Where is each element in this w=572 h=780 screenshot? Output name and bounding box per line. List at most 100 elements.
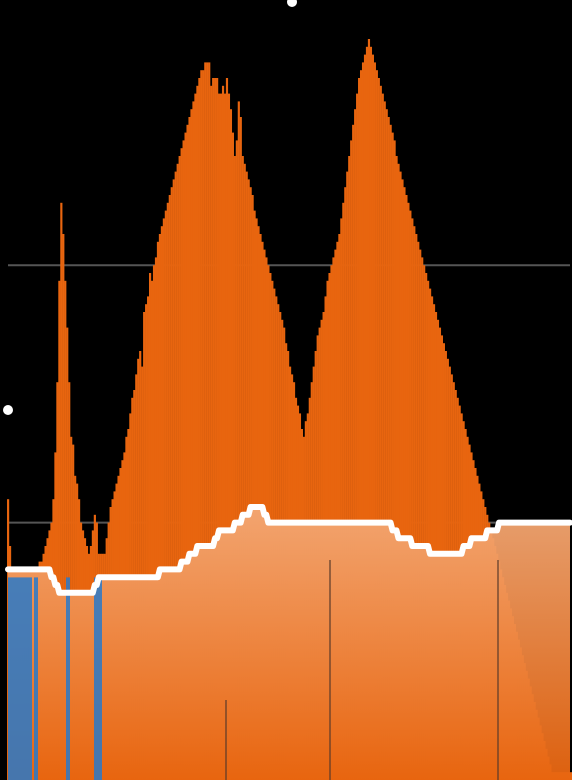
blue-segment xyxy=(66,577,70,780)
bar xyxy=(247,179,250,780)
bar xyxy=(241,156,244,780)
bar xyxy=(417,241,420,780)
bar xyxy=(377,78,380,780)
bar xyxy=(253,210,256,780)
bar xyxy=(141,366,144,780)
bar xyxy=(387,117,390,780)
bar xyxy=(413,226,416,780)
bar xyxy=(137,358,140,780)
bar xyxy=(190,109,193,780)
bar xyxy=(58,280,61,780)
bar xyxy=(176,163,179,780)
bar xyxy=(225,78,229,780)
bar xyxy=(389,124,392,780)
bar xyxy=(427,280,430,780)
bar xyxy=(66,327,69,780)
bar xyxy=(358,78,361,780)
bar xyxy=(363,54,367,780)
bar xyxy=(359,70,363,780)
bar xyxy=(182,140,185,780)
bar xyxy=(352,124,355,780)
bar xyxy=(399,171,402,780)
bar xyxy=(148,273,152,780)
bar xyxy=(354,109,357,780)
bar xyxy=(332,257,335,780)
bar xyxy=(369,46,373,780)
bar xyxy=(336,241,339,780)
bar xyxy=(245,171,248,780)
bar xyxy=(569,772,572,780)
bar xyxy=(356,93,359,780)
blue-segment xyxy=(34,577,38,780)
bar xyxy=(257,226,260,780)
bar xyxy=(383,101,386,780)
bar xyxy=(164,210,167,780)
bar xyxy=(425,273,428,780)
bar xyxy=(255,218,258,780)
bar xyxy=(432,304,436,780)
bar xyxy=(154,257,158,780)
bar xyxy=(385,109,388,780)
bar xyxy=(192,101,195,780)
bar xyxy=(346,171,349,780)
blue-segment xyxy=(94,577,102,780)
bar xyxy=(160,226,163,780)
bar xyxy=(397,163,400,780)
bar xyxy=(206,62,209,780)
bar xyxy=(218,93,221,780)
bar xyxy=(415,234,418,780)
bar xyxy=(186,124,189,780)
bar xyxy=(200,70,203,780)
bar xyxy=(216,78,219,780)
bar xyxy=(423,265,426,780)
bar xyxy=(371,54,374,780)
bar xyxy=(411,218,414,780)
bar xyxy=(145,304,148,780)
edge-marker xyxy=(287,0,297,7)
bar xyxy=(405,195,408,780)
bar xyxy=(166,202,169,780)
bar xyxy=(395,156,398,780)
bar xyxy=(381,93,384,780)
bar xyxy=(249,187,252,780)
bar xyxy=(178,156,181,780)
bar xyxy=(227,93,231,780)
bar xyxy=(334,249,337,780)
bar xyxy=(219,93,223,780)
bar xyxy=(231,132,234,780)
bar xyxy=(379,85,382,780)
bar xyxy=(350,140,353,780)
bar xyxy=(158,234,162,780)
bar xyxy=(367,39,371,780)
bar xyxy=(407,202,410,780)
bar xyxy=(174,171,177,780)
bar xyxy=(168,195,171,780)
bar xyxy=(391,132,394,780)
bar xyxy=(419,249,422,780)
bar xyxy=(214,78,217,780)
bar xyxy=(64,280,67,780)
bar xyxy=(401,179,404,780)
bar xyxy=(150,280,154,780)
bar xyxy=(152,265,156,780)
bar xyxy=(212,78,215,780)
bar xyxy=(162,218,165,780)
bar xyxy=(156,241,160,780)
bar xyxy=(340,218,343,780)
bar xyxy=(338,234,341,780)
bar xyxy=(204,62,207,780)
blue-segment xyxy=(8,577,32,780)
bar xyxy=(375,70,378,780)
line-area-fill xyxy=(8,507,570,780)
bar xyxy=(365,46,369,780)
bar xyxy=(409,210,412,780)
bar xyxy=(208,62,211,780)
bar xyxy=(344,187,347,780)
bar xyxy=(221,85,225,780)
bar xyxy=(194,93,197,780)
bar xyxy=(143,312,146,780)
bar xyxy=(403,187,406,780)
bar xyxy=(180,148,183,780)
